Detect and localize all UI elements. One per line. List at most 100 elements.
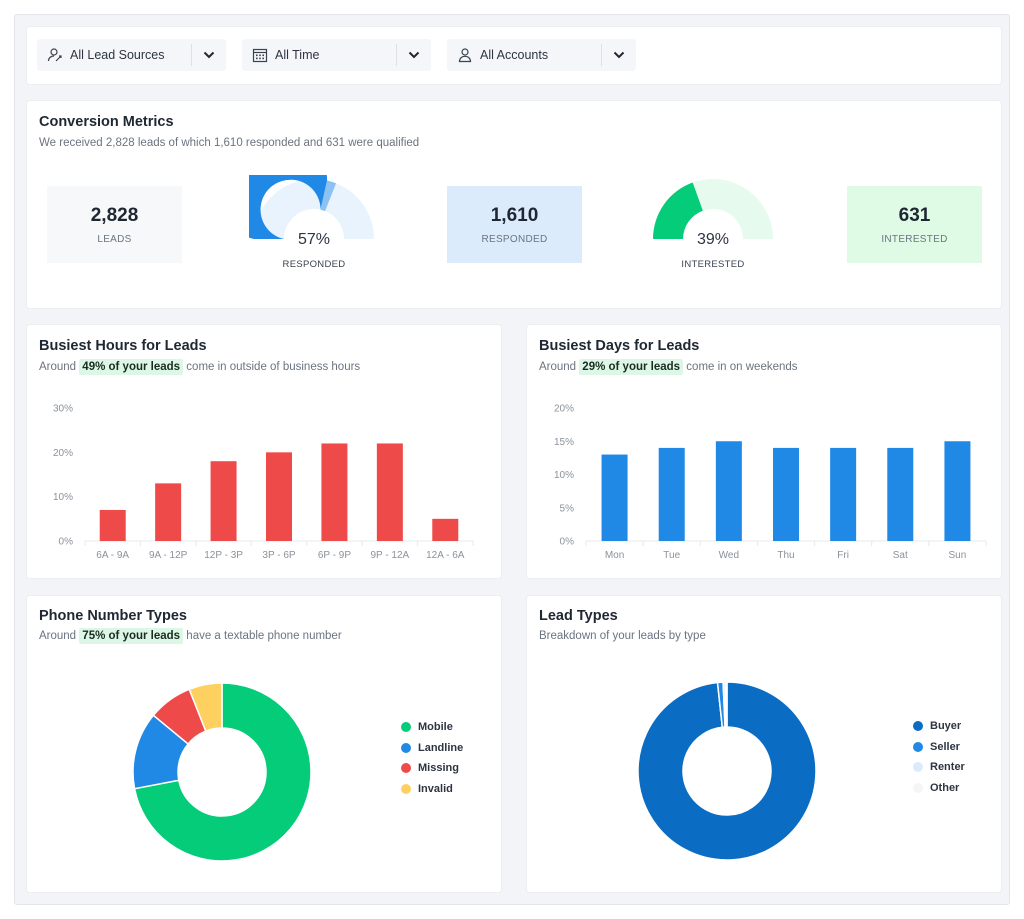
bar[interactable] (210, 461, 237, 541)
bar[interactable] (155, 483, 182, 541)
bar[interactable] (887, 447, 914, 541)
x-tick-label: Thu (777, 550, 794, 561)
responded-gauge-label: RESPONDED (282, 259, 346, 270)
leads-metric: 2,828 LEADS (47, 186, 182, 263)
card-title: Phone Number Types (39, 608, 187, 624)
x-tick-label: 6P - 9P (318, 550, 351, 561)
y-tick-label: 20% (53, 448, 73, 459)
bar[interactable] (773, 447, 799, 541)
legend-item-mobile[interactable]: Mobile (401, 717, 463, 738)
bar[interactable] (266, 452, 292, 541)
x-tick-label: Wed (719, 550, 739, 561)
y-tick-label: 0% (560, 537, 575, 548)
accounts-label: All Accounts (480, 48, 549, 62)
chevron-down-icon (602, 51, 636, 59)
y-tick-label: 10% (53, 492, 73, 503)
responded-gauge: 57% RESPONDED (249, 175, 379, 275)
card-subtitle: Around 49% of your leads come in outside… (39, 359, 361, 375)
x-tick-label: 9A - 12P (149, 550, 188, 561)
lead-types-legend: Buyer Seller Renter Other (913, 716, 965, 798)
x-tick-label: Sat (893, 550, 908, 561)
card-subtitle: Around 29% of your leads come in on week… (539, 359, 798, 375)
calendar-icon (252, 47, 268, 63)
bar[interactable] (715, 441, 742, 541)
legend-swatch (401, 763, 411, 774)
x-tick-label: 3P - 6P (262, 550, 295, 561)
y-tick-label: 0% (59, 537, 74, 548)
bar[interactable] (432, 518, 459, 541)
x-tick-label: 9P - 12A (370, 550, 409, 561)
legend-swatch (401, 722, 411, 733)
legend-item-seller[interactable]: Seller (913, 737, 965, 758)
phone-types-donut (132, 682, 312, 862)
interested-gauge: 39% INTERESTED (648, 175, 778, 275)
legend-item-invalid[interactable]: Invalid (401, 779, 463, 800)
legend-swatch (913, 782, 923, 793)
legend-item-renter[interactable]: Renter (913, 757, 965, 778)
busiest-days-card: Busiest Days for Leads Around 29% of you… (527, 325, 1001, 578)
bar[interactable] (321, 443, 348, 541)
donut-slice-mobile[interactable] (133, 682, 312, 862)
card-title: Busiest Days for Leads (539, 338, 700, 354)
legend-label: Mobile (418, 721, 453, 734)
leads-value: 2,828 (90, 204, 139, 226)
card-title: Conversion Metrics (39, 114, 174, 130)
chevron-down-icon (397, 51, 431, 59)
bar[interactable] (99, 509, 126, 541)
bar[interactable] (944, 441, 971, 541)
busiest-days-chart: 0% 5% 10% 15% 20% Mon Tue Wed Thu Fri Sat Sun (554, 404, 987, 561)
x-tick-label: 12P - 3P (204, 550, 243, 561)
phone-types-card: Phone Number Types Around 75% of your le… (27, 596, 501, 892)
legend-item-landline[interactable]: Landline (401, 738, 463, 759)
chevron-down-icon (192, 51, 226, 59)
card-subtitle: Breakdown of your leads by type (539, 630, 706, 642)
lead-source-icon (47, 47, 63, 63)
gauge-fill (653, 182, 703, 239)
legend-item-missing[interactable]: Missing (401, 758, 463, 779)
legend-label: Renter (930, 761, 965, 774)
leads-label: LEADS (97, 233, 132, 245)
interested-metric: 631 INTERESTED (847, 186, 982, 263)
legend-item-buyer[interactable]: Buyer (913, 716, 965, 737)
gauge-fill (249, 175, 328, 239)
highlight-stat: 29% of your leads (579, 359, 684, 375)
lead-types-card: Lead Types Breakdown of your leads by ty… (527, 596, 1001, 892)
x-tick-label: Fri (837, 550, 849, 561)
time-range-dropdown[interactable]: All Time (242, 39, 431, 71)
highlight-stat: 49% of your leads (79, 359, 184, 375)
x-tick-label: 6A - 9A (96, 550, 129, 561)
responded-label: RESPONDED (481, 233, 548, 245)
y-tick-label: 5% (560, 503, 575, 514)
legend-item-other[interactable]: Other (913, 778, 965, 799)
busiest-hours-chart: 0% 10% 20% 30% 6A - 9A 9A - 12P 12P - 3P 3P - 6… (53, 404, 474, 561)
y-tick-label: 20% (554, 404, 574, 415)
interested-value: 631 (898, 204, 931, 226)
donut-slice-buyer[interactable] (637, 681, 817, 861)
phone-types-legend: Mobile Landline Missing Invalid (401, 717, 463, 799)
dashboard: All Lead Sources All Time All Accounts (14, 14, 1010, 905)
filter-bar: All Lead Sources All Time All Accounts (27, 27, 1001, 84)
legend-swatch (913, 721, 923, 732)
gauge-marker (320, 180, 337, 212)
responded-value: 1,610 (490, 204, 539, 226)
card-title: Lead Types (539, 608, 618, 624)
accounts-dropdown[interactable]: All Accounts (447, 39, 636, 71)
lead-source-label: All Lead Sources (70, 48, 165, 62)
x-tick-label: 12A - 6A (426, 550, 465, 561)
donut-slice-other[interactable] (724, 681, 728, 728)
legend-label: Buyer (930, 720, 962, 733)
bar[interactable] (830, 447, 857, 541)
gauge-track (254, 179, 374, 239)
user-icon (457, 47, 473, 63)
lead-types-donut (637, 681, 817, 861)
donut-slice-invalid[interactable] (188, 682, 223, 733)
x-tick-label: Sun (949, 550, 967, 561)
bar[interactable] (658, 447, 685, 541)
y-tick-label: 10% (554, 470, 574, 481)
lead-source-dropdown[interactable]: All Lead Sources (37, 39, 226, 71)
bar[interactable] (376, 443, 403, 541)
interested-label: INTERESTED (881, 233, 948, 245)
legend-swatch (401, 742, 411, 753)
card-title: Busiest Hours for Leads (39, 338, 207, 354)
bar[interactable] (601, 454, 628, 541)
